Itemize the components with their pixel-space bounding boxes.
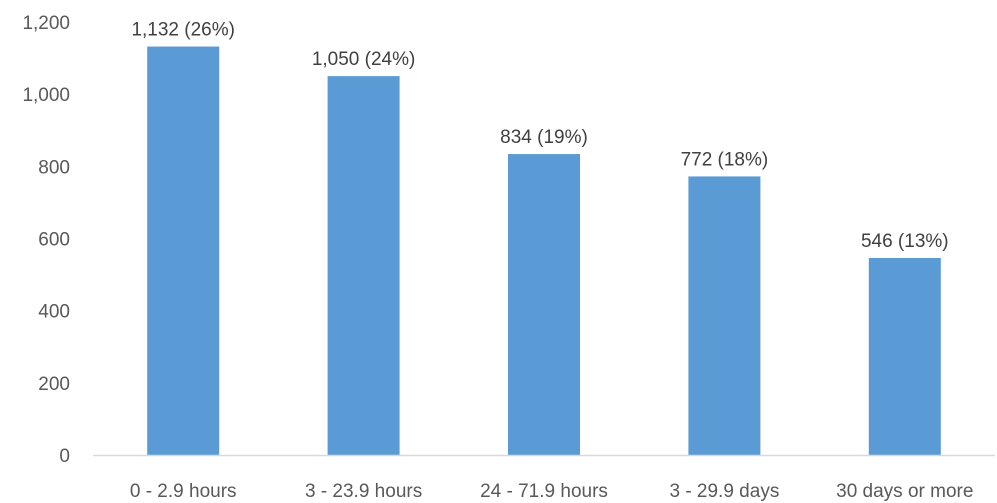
x-tick-label: 24 - 71.9 hours <box>480 481 608 502</box>
x-tick-label: 3 - 29.9 days <box>669 481 779 502</box>
x-axis: 0 - 2.9 hours 3 - 23.9 hours 24 - 71.9 hou… <box>130 481 974 502</box>
data-labels: 1,132 (26%) 1,050 (24%) 834 (19%) 772 (18%)… <box>131 20 948 252</box>
y-tick-label: 1,200 <box>22 13 70 34</box>
x-tick-label: 0 - 2.9 hours <box>130 481 237 502</box>
y-tick-label: 0 <box>59 446 70 467</box>
bar <box>147 46 220 455</box>
y-tick-label: 200 <box>38 374 70 395</box>
bar <box>508 154 580 455</box>
y-axis: 0 200 400 600 800 1,000 1,200 <box>22 13 70 467</box>
bars <box>147 46 941 456</box>
data-label: 1,050 (24%) <box>312 49 416 70</box>
bar <box>327 76 400 455</box>
y-tick-label: 600 <box>38 230 70 251</box>
data-label: 1,132 (26%) <box>131 20 235 41</box>
data-label: 834 (19%) <box>500 127 588 148</box>
data-label: 546 (13%) <box>861 231 949 252</box>
bar <box>868 257 941 455</box>
y-tick-label: 400 <box>38 302 70 323</box>
x-tick-label: 3 - 23.9 hours <box>305 481 422 502</box>
bar <box>688 176 761 456</box>
x-tick-label: 30 days or more <box>836 481 973 502</box>
y-tick-label: 1,000 <box>22 85 70 106</box>
y-tick-label: 800 <box>38 157 70 178</box>
data-label: 772 (18%) <box>681 149 769 170</box>
